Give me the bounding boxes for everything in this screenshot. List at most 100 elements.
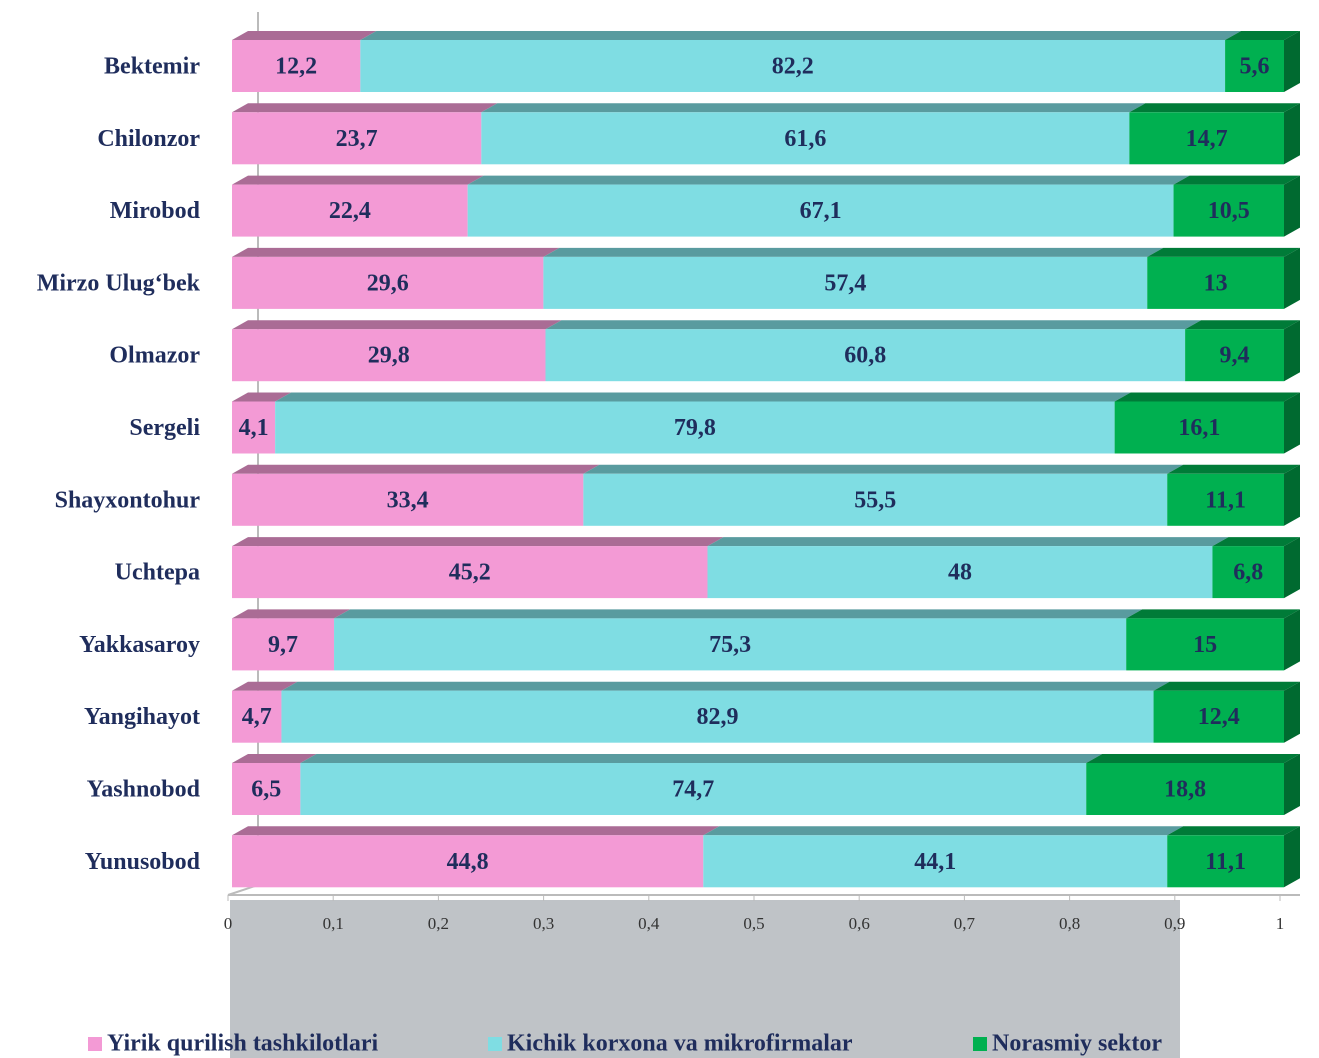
category-label: Chilonzor — [97, 126, 200, 152]
category-label: Shayxontohur — [55, 487, 201, 513]
chart: 0 0,1 0,2 0,3 0,4 0,5 0,6 0,7 0,8 0,9 1 Bektemir 12,… — [0, 0, 1319, 1058]
bar-side-face — [1284, 754, 1300, 815]
bar-top-face — [1115, 393, 1300, 402]
value-label: 12,4 — [1198, 704, 1240, 730]
legend-label: Norasmiy sektor — [992, 1031, 1162, 1057]
value-label: 16,1 — [1178, 415, 1220, 441]
legend-label: Yirik qurilish tashkilotlari — [107, 1031, 378, 1057]
x-tick-label: 0,4 — [638, 914, 660, 933]
bar-side-face — [1284, 31, 1300, 92]
bar-side-face — [1284, 176, 1300, 237]
bar-top-face — [1167, 826, 1300, 835]
value-label: 29,8 — [368, 343, 410, 369]
bar-top-face — [232, 465, 599, 474]
legend-swatch — [973, 1037, 987, 1051]
bar-top-face — [481, 103, 1145, 112]
bar-top-face — [1147, 248, 1300, 257]
bar-top-face — [545, 320, 1201, 329]
bar-top-face — [334, 609, 1142, 618]
value-label: 67,1 — [800, 198, 842, 224]
value-label: 10,5 — [1208, 198, 1250, 224]
category-label: Mirzo Ulug‘bek — [37, 270, 201, 296]
value-label: 45,2 — [449, 560, 491, 586]
value-label: 18,8 — [1164, 777, 1206, 803]
bar-top-face — [1154, 682, 1300, 691]
value-label: 57,4 — [824, 270, 866, 296]
x-tick-label: 0,8 — [1059, 914, 1080, 933]
bar-side-face — [1284, 320, 1300, 381]
x-tick-label: 0,9 — [1164, 914, 1185, 933]
bar-top-face — [232, 609, 350, 618]
value-label: 75,3 — [709, 632, 751, 658]
bar-top-face — [1167, 465, 1300, 474]
value-label: 82,9 — [696, 704, 738, 730]
bar-top-face — [232, 103, 497, 112]
bar-top-face — [232, 176, 484, 185]
value-label: 4,1 — [239, 415, 269, 441]
x-tick-label: 0,1 — [323, 914, 344, 933]
value-label: 9,4 — [1220, 343, 1250, 369]
value-label: 60,8 — [844, 343, 886, 369]
legend-swatch — [488, 1037, 502, 1051]
value-label: 12,2 — [275, 54, 317, 80]
bar-top-face — [1185, 320, 1300, 329]
value-label: 22,4 — [329, 198, 371, 224]
bar-side-face — [1284, 465, 1300, 526]
value-label: 14,7 — [1186, 126, 1228, 152]
category-label: Yangihayot — [84, 704, 200, 730]
x-tick-label: 1 — [1276, 914, 1285, 933]
x-tick-label: 0,7 — [954, 914, 976, 933]
value-label: 48 — [948, 560, 972, 586]
value-label: 11,1 — [1205, 487, 1246, 513]
bar-top-face — [583, 465, 1183, 474]
bar-top-face — [1086, 754, 1300, 763]
x-tick-label: 0 — [224, 914, 233, 933]
value-label: 13 — [1204, 270, 1228, 296]
value-label: 74,7 — [672, 777, 714, 803]
bar-top-face — [708, 537, 1229, 546]
value-label: 23,7 — [336, 126, 378, 152]
bar-top-face — [468, 176, 1190, 185]
bar-side-face — [1284, 609, 1300, 670]
value-label: 82,2 — [772, 54, 814, 80]
bar-top-face — [232, 320, 561, 329]
bar-side-face — [1284, 248, 1300, 309]
bar-side-face — [1284, 826, 1300, 887]
bar-top-face — [232, 248, 559, 257]
category-label: Olmazor — [109, 343, 200, 369]
value-label: 5,6 — [1240, 54, 1270, 80]
bar-top-face — [1174, 176, 1300, 185]
x-tick-label: 0,5 — [743, 914, 764, 933]
bar-top-face — [543, 248, 1163, 257]
category-label: Yunusobod — [85, 849, 201, 875]
x-tick-label: 0,2 — [428, 914, 449, 933]
bar-top-face — [703, 826, 1183, 835]
bar-top-face — [232, 31, 376, 40]
bar-top-face — [300, 754, 1102, 763]
bar-side-face — [1284, 393, 1300, 454]
bar-top-face — [1126, 609, 1300, 618]
value-label: 15 — [1193, 632, 1217, 658]
value-label: 6,5 — [251, 777, 281, 803]
value-label: 44,1 — [914, 849, 956, 875]
bar-top-face — [360, 31, 1241, 40]
category-label: Yashnobod — [87, 777, 201, 803]
category-label: Uchtepa — [115, 560, 200, 586]
value-label: 4,7 — [242, 704, 272, 730]
category-label: Bektemir — [104, 54, 200, 80]
legend-label: Kichik korxona va mikrofirmalar — [507, 1031, 853, 1057]
x-tick-label: 0,3 — [533, 914, 554, 933]
legend-swatch — [88, 1037, 102, 1051]
bar-top-face — [232, 826, 719, 835]
value-label: 79,8 — [674, 415, 716, 441]
value-label: 6,8 — [1233, 560, 1263, 586]
value-label: 9,7 — [268, 632, 298, 658]
category-label: Yakkasaroy — [79, 632, 200, 658]
x-tick-label: 0,6 — [849, 914, 870, 933]
value-label: 33,4 — [387, 487, 429, 513]
bar-top-face — [281, 682, 1169, 691]
bar-top-face — [232, 537, 724, 546]
category-label: Mirobod — [110, 198, 201, 224]
bar-side-face — [1284, 537, 1300, 598]
value-label: 44,8 — [447, 849, 489, 875]
